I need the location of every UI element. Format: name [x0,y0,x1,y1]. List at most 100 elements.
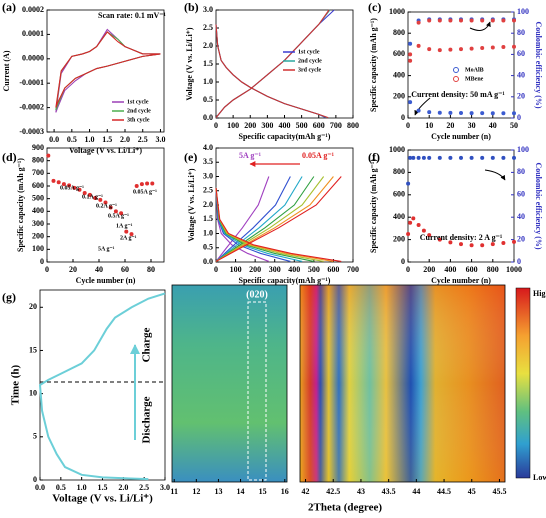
annotation: 5A g⁻¹ [239,151,262,160]
x-tick-label: 0.0 [35,483,45,492]
x-tick-label: 3.0 [155,135,165,144]
x-tick-label: 3.0 [160,483,170,492]
data-point [437,155,442,160]
x-tick-label: 200 [249,265,261,274]
legend-label: 2nd cycle [298,58,322,64]
legend-swatch [453,76,459,82]
data-point [416,155,421,160]
x-tick-label: 0 [45,265,49,274]
x-tick-label: 800 [347,121,359,130]
data-point [150,181,155,186]
y-tick-label: -0.0002 [19,102,44,111]
y-tick-label: 0 [401,113,405,122]
x-tick-label: 2.5 [139,483,149,492]
data-point [416,223,421,228]
data-point [406,181,411,186]
annotation: 5A g⁻¹ [98,246,115,252]
data-point [437,237,442,242]
data-point [512,239,516,244]
x-tick-label: 600 [313,121,325,130]
data-point [408,58,413,63]
x-tick-label: 400 [288,265,300,274]
x-tick-label: 300 [269,265,281,274]
y-tick-label: -0.0001 [19,78,44,87]
x-tick-label: 43.5 [382,487,396,496]
x-tick-label: 43 [357,487,365,496]
x-tick-label: 500 [308,265,320,274]
y-tick-label: 20 [29,302,37,311]
x-axis-label: 2Theta (degree) [308,502,382,514]
data-point [427,233,432,238]
panel-label: (g) [2,290,16,304]
annotation: 0.2A g⁻¹ [96,203,117,209]
data-point [448,18,453,23]
data-point [437,48,442,53]
y-tick-label: 400 [393,212,405,221]
y-tick-label: 300 [32,219,44,228]
annotation: Scan rate: 0.1 mV⁻¹ [98,11,167,20]
y2-tick-label: 0 [517,257,521,266]
x-axis-label: Cycle number (n) [76,276,136,285]
x-tick-label: 600 [466,265,478,274]
y-tick-label: 1.5 [203,59,213,68]
data-point [469,46,474,51]
data-point [113,209,118,214]
data-point [469,111,474,116]
x-tick-label: 13 [214,487,222,496]
legend-label: 3rd cycle [298,67,321,73]
y-tick-label: 10 [29,388,37,397]
x-tick-label: 12 [192,487,200,496]
data-point [98,197,103,202]
y-tick-label: 1.0 [203,77,213,86]
colorbar [515,287,531,479]
x-tick-label: 20 [446,121,454,130]
plot-frame [299,284,506,483]
x-tick-label: 1.5 [102,135,112,144]
y2-tick-label: 20 [517,92,525,101]
data-point [448,155,453,160]
legend-swatch [453,67,459,73]
plot-frame [39,289,166,481]
data-point [408,41,413,46]
data-point [46,153,51,158]
y-tick-label: 15 [29,345,37,354]
data-point [469,155,474,160]
y-tick-label: 600 [32,181,44,190]
x-axis-label: Voltage (V vs. Li/Li⁺) [69,146,142,155]
data-point [459,18,463,23]
x-tick-label: 0 [214,121,218,130]
y2-tick-label: 0 [517,113,521,122]
panel-label: (c) [368,0,381,14]
x-tick-label: 60 [121,265,129,274]
y2-axis-label: Coulombic efficiency (%) [534,162,543,249]
annotation: Charge [141,327,153,362]
data-point [129,232,134,237]
y-tick-label: 3.0 [203,171,213,180]
y-tick-label: 800 [32,155,44,164]
series-line [215,176,342,262]
x-tick-label: 42 [302,487,310,496]
x-tick-label: 700 [347,265,359,274]
colorbar-label: High [533,289,546,298]
data-point [421,155,426,160]
data-point [416,20,421,25]
data-point [469,243,474,248]
series-line [55,31,161,108]
panel-label: (f) [368,150,380,164]
data-point [501,111,506,116]
data-point [427,110,432,115]
x-tick-label: 400 [444,265,456,274]
y-tick-label: 800 [393,28,405,37]
x-tick-label: 200 [423,265,435,274]
y-tick-label: 3.0 [203,5,213,14]
x-axis-label: Cycle number (n) [431,276,491,285]
data-point [490,155,495,160]
x-tick-label: 700 [330,121,342,130]
data-point [61,182,66,187]
x-tick-label: 45.5 [492,487,506,496]
data-point [134,184,139,188]
x-tick-label: 50 [510,121,518,130]
x-tick-label: 0 [214,265,218,274]
y2-tick-label: 80 [517,167,525,176]
data-point [56,180,61,185]
